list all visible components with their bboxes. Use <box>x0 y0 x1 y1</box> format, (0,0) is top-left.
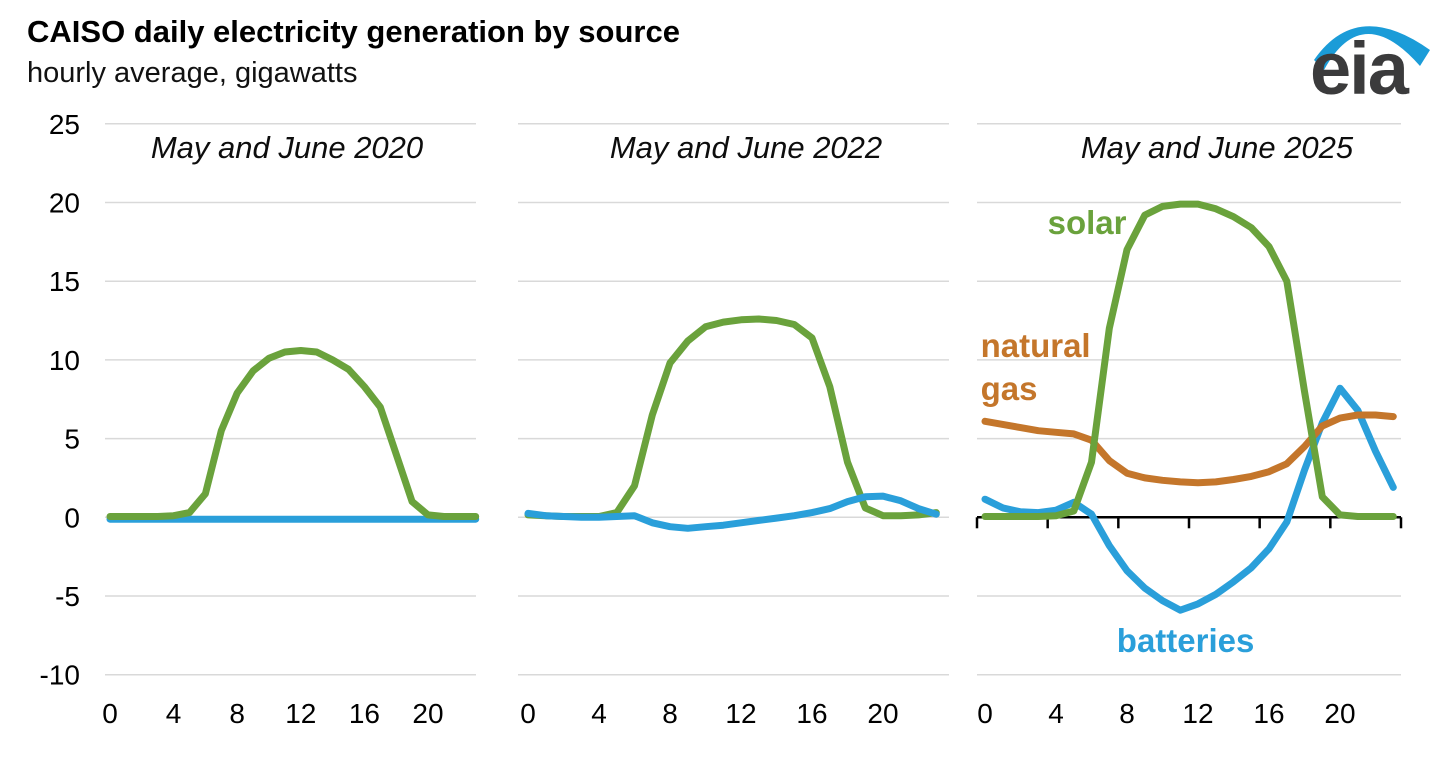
y-axis-label: -5 <box>55 581 80 612</box>
y-axis-label: 25 <box>49 109 80 140</box>
panel-1: May and June 2020 0 4 8 12 16 20 <box>102 123 480 729</box>
x-axis-label: 12 <box>285 698 316 729</box>
eia-logo-text: eia <box>1310 27 1410 102</box>
series-label-gas: gas <box>981 370 1038 407</box>
x-axis-label: 0 <box>102 698 118 729</box>
panel-title: May and June 2025 <box>1081 130 1354 165</box>
chart-title: CAISO daily electricity generation by so… <box>27 14 680 49</box>
x-axis-label: 16 <box>1253 698 1284 729</box>
series-label-solar: solar <box>1048 204 1127 241</box>
chart-subtitle: hourly average, gigawatts <box>27 57 358 89</box>
x-axis-label: 0 <box>977 698 993 729</box>
panel-title: May and June 2020 <box>151 130 423 165</box>
x-axis-label: 8 <box>1119 698 1135 729</box>
panel-2: May and June 2022 0 4 8 12 16 20 <box>518 123 949 729</box>
x-axis-label: 8 <box>662 698 678 729</box>
x-axis-label: 12 <box>725 698 756 729</box>
natural_gas-line <box>981 411 1397 487</box>
x-axis-label: 8 <box>229 698 245 729</box>
x-axis-label: 16 <box>796 698 827 729</box>
x-axis-label: 20 <box>412 698 443 729</box>
y-axis-label: 5 <box>64 424 80 455</box>
y-axis-label: -10 <box>40 660 80 691</box>
panel-title: May and June 2022 <box>610 130 882 165</box>
series-label-batteries: batteries <box>1117 622 1255 659</box>
x-axis-label: 4 <box>591 698 607 729</box>
y-axis-label: 10 <box>49 345 80 376</box>
eia-logo-swoosh-icon <box>1314 26 1430 70</box>
x-axis-label: 4 <box>1048 698 1064 729</box>
batteries-line <box>981 384 1397 614</box>
y-axis-label: 0 <box>64 502 80 533</box>
y-axis-label: 20 <box>49 188 80 219</box>
eia-logo: eia <box>1310 26 1430 102</box>
x-axis-label: 20 <box>1324 698 1355 729</box>
x-axis-label: 0 <box>520 698 536 729</box>
panel-3: May and June 2025 0 4 8 12 16 20 solar natural ga… <box>975 123 1403 729</box>
solar-line <box>106 347 480 520</box>
x-axis-label: 4 <box>166 698 182 729</box>
series-label-natural: natural <box>981 327 1091 364</box>
x-axis-label: 16 <box>349 698 380 729</box>
x-axis-label: 20 <box>867 698 898 729</box>
x-axis-label: 12 <box>1182 698 1213 729</box>
solar-line <box>981 200 1397 520</box>
batteries-line <box>524 492 940 532</box>
solar-line <box>524 315 940 520</box>
y-axis-label: 15 <box>49 266 80 297</box>
